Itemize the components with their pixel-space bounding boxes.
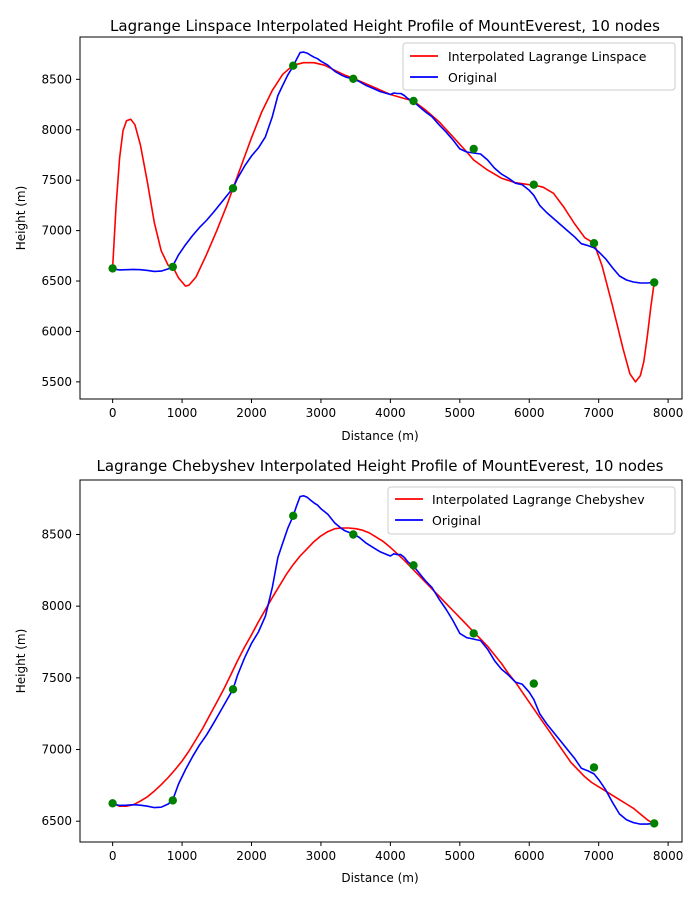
x-tick-label: 0 (109, 406, 117, 420)
x-axis-label: Distance (m) (341, 429, 418, 443)
chart-title: Lagrange Chebyshev Interpolated Height P… (97, 457, 664, 475)
x-tick-label: 3000 (306, 406, 337, 420)
x-tick-label: 7000 (583, 849, 614, 863)
x-tick-label: 8000 (653, 406, 684, 420)
chart-title: Lagrange Linspace Interpolated Height Pr… (110, 17, 660, 35)
x-tick-label: 7000 (583, 406, 614, 420)
interpolation-node (650, 819, 659, 828)
axes-frame (79, 36, 683, 400)
axis-ticks: 0 1000 2000 3000 4000 5000 6000 7000 8000 5500 600… (41, 72, 683, 420)
legend-box (402, 42, 676, 91)
x-tick-label: 8000 (653, 849, 684, 863)
legend-label-interpolated: Interpolated Lagrange Chebyshev (432, 492, 645, 507)
legend-label-original: Original (432, 513, 481, 528)
x-tick-label: 4000 (375, 849, 406, 863)
x-tick-label: 1000 (167, 849, 198, 863)
axis-ticks: 0 1000 2000 3000 4000 5000 6000 7000 8000 6500 700… (41, 527, 683, 863)
x-tick-label: 2000 (236, 849, 267, 863)
y-tick-label: 7500 (41, 173, 72, 187)
interpolation-node (349, 530, 358, 539)
y-axis-label: Height (m) (14, 186, 28, 251)
series-original-line (112, 51, 653, 284)
x-tick-label: 3000 (306, 849, 337, 863)
x-tick-label: 5000 (445, 406, 476, 420)
y-tick-label: 6500 (41, 814, 72, 828)
y-tick-label: 7000 (41, 743, 72, 757)
y-tick-label: 6000 (41, 324, 72, 338)
x-tick-label: 0 (109, 849, 117, 863)
series-interpolated-line (111, 61, 655, 383)
interpolation-node (108, 264, 117, 273)
plot-area (108, 495, 659, 828)
interpolation-node (589, 239, 599, 248)
y-tick-label: 8500 (41, 72, 72, 86)
plot-area (108, 51, 659, 383)
interpolation-node (469, 144, 478, 154)
x-tick-label: 2000 (236, 406, 267, 420)
y-tick-label: 8000 (41, 599, 72, 613)
y-tick-label: 5500 (41, 375, 72, 389)
interpolation-node (469, 629, 478, 638)
x-axis-label: Distance (m) (341, 871, 418, 885)
interpolation-node (650, 278, 659, 287)
x-tick-label: 5000 (445, 849, 476, 863)
interpolation-node (168, 262, 177, 272)
interpolation-node (529, 180, 538, 189)
y-tick-label: 8000 (41, 123, 72, 137)
interpolation-node (409, 96, 418, 106)
y-axis-label: Height (m) (14, 629, 28, 694)
series-interpolated-line (112, 527, 655, 825)
y-tick-label: 8500 (41, 527, 72, 541)
legend-label-interpolated: Interpolated Lagrange Linspace (448, 49, 647, 64)
interpolation-node (108, 799, 117, 808)
interpolation-node (168, 796, 177, 805)
x-tick-label: 4000 (375, 406, 406, 420)
interpolation-node (409, 561, 418, 570)
y-tick-label: 7000 (41, 224, 72, 238)
chart-linspace: Lagrange Linspace Interpolated Height Pr… (14, 17, 683, 443)
legend-box (387, 486, 676, 535)
interpolation-node (589, 763, 599, 772)
x-tick-label: 6000 (514, 849, 545, 863)
legend: Interpolated Lagrange Linspace Original (402, 42, 676, 91)
interpolation-node (289, 511, 298, 520)
x-tick-label: 6000 (514, 406, 545, 420)
y-tick-label: 7500 (41, 671, 72, 685)
x-tick-label: 1000 (167, 406, 198, 420)
interpolation-node (228, 184, 238, 193)
series-original-line (112, 495, 653, 825)
interpolation-node (228, 685, 238, 694)
interpolation-node (289, 61, 298, 70)
interpolation-node (349, 74, 358, 84)
interpolation-node (529, 679, 538, 688)
legend: Interpolated Lagrange Chebyshev Original (387, 486, 676, 535)
chart-chebyshev: Lagrange Chebyshev Interpolated Height P… (14, 457, 683, 885)
y-tick-label: 6500 (41, 274, 72, 288)
axes-frame (79, 479, 683, 843)
legend-label-original: Original (448, 70, 497, 85)
